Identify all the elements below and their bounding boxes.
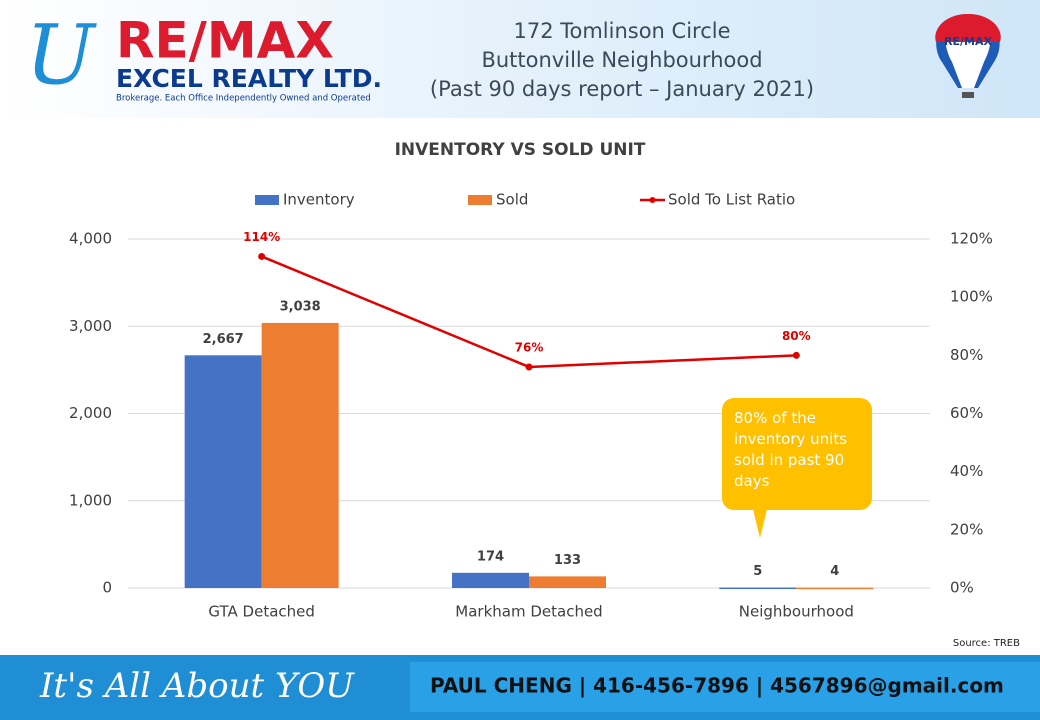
header-title: Buttonville Neighbourhood	[481, 48, 762, 72]
x-tick-label: Neighbourhood	[739, 603, 854, 621]
annotation: 80% of the inventory units sold in past …	[722, 398, 872, 510]
header-title: (Past 90 days report – January 2021)	[430, 77, 814, 101]
bar	[719, 587, 797, 590]
y-tick-label: 2,000	[69, 404, 112, 422]
tagline: Brokerage. Each Office Independently Own…	[116, 94, 371, 104]
x-tick-label: Markham Detached	[455, 603, 602, 621]
bar	[452, 572, 529, 588]
bar-value-label: 133	[554, 553, 581, 568]
y2-tick-label: 100%	[950, 288, 993, 306]
header-band	[0, 0, 1040, 118]
chart-title: INVENTORY VS SOLD UNIT	[395, 140, 646, 160]
bar-value-label: 5	[753, 564, 762, 579]
legend-swatch	[255, 195, 279, 205]
y2-tick-label: 80%	[950, 346, 983, 364]
line-value-label: 114%	[243, 230, 280, 244]
contact-box	[410, 662, 1040, 712]
balloon: RE/MAX	[935, 14, 1001, 98]
header-title: 172 Tomlinson Circle	[513, 19, 730, 43]
bar-value-label: 3,038	[280, 299, 321, 314]
x-tick-label: GTA Detached	[208, 603, 314, 621]
bar-value-label: 2,667	[203, 332, 244, 347]
source: Source: TREB	[953, 638, 1020, 649]
slogan: It's All About YOU	[39, 666, 355, 706]
bar	[184, 355, 262, 588]
y2-tick-label: 0%	[950, 579, 974, 597]
line-marker	[258, 252, 266, 260]
bar	[796, 587, 874, 590]
bar	[261, 322, 339, 588]
legend-swatch	[649, 197, 656, 203]
logo-letter: U	[25, 9, 97, 104]
y-tick-label: 4,000	[69, 230, 112, 248]
y2-tick-label: 20%	[950, 520, 983, 538]
legend-label: Sold	[496, 191, 528, 209]
y2-tick-label: 40%	[950, 462, 983, 480]
legend-label: Sold To List Ratio	[668, 191, 795, 209]
legend-label: Inventory	[283, 191, 355, 209]
brand: RE/MAX	[116, 12, 334, 70]
y2-tick-label: 120%	[950, 230, 993, 248]
y-tick-label: 3,000	[69, 317, 112, 335]
bar	[529, 576, 606, 588]
balloon-label: RE/MAX	[944, 35, 992, 48]
callout-pointer	[752, 505, 768, 538]
line-value-label: 76%	[515, 340, 544, 354]
y-tick-label: 1,000	[69, 491, 112, 509]
y-tick-label: 0	[102, 579, 112, 597]
line-marker	[792, 351, 800, 359]
company: EXCEL REALTY LTD.	[116, 64, 382, 93]
bar-value-label: 4	[830, 564, 839, 579]
bar-value-label: 174	[477, 549, 504, 564]
legend-swatch	[468, 195, 492, 205]
y2-tick-label: 60%	[950, 404, 983, 422]
line-value-label: 80%	[782, 329, 811, 343]
contact: PAUL CHENG | 416-456-7896 | 4567896@gmai…	[430, 674, 1004, 698]
line-marker	[525, 363, 533, 371]
